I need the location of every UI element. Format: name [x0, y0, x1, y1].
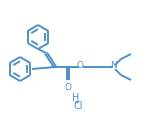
Text: Cl: Cl — [74, 101, 83, 111]
Text: O: O — [76, 61, 83, 70]
Text: H: H — [72, 93, 80, 103]
Text: O: O — [64, 83, 71, 92]
Text: N: N — [110, 61, 117, 70]
